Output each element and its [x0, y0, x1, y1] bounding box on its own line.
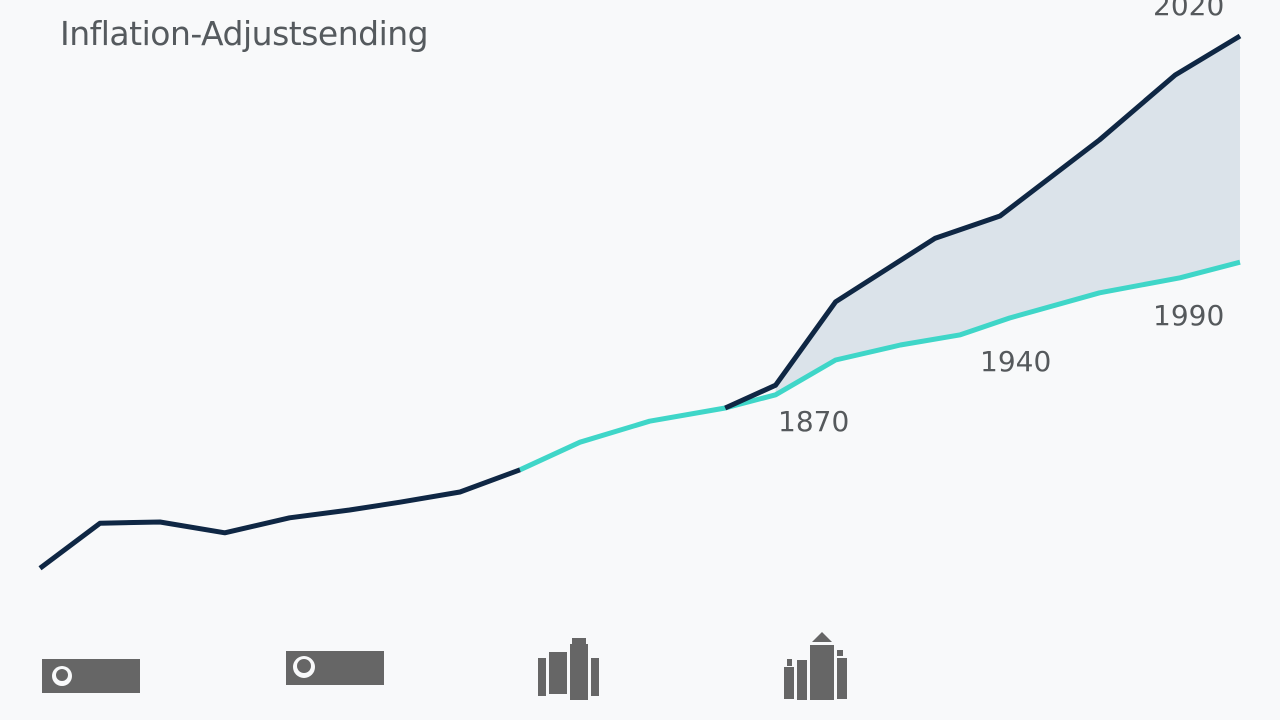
fill-between-area	[775, 36, 1240, 395]
annotation-1940: 1940	[980, 345, 1051, 378]
money-icon	[286, 651, 384, 685]
chart-title: Inflation-Adjustsending	[60, 14, 429, 53]
series-line-0	[38, 467, 521, 571]
annotation-2020: 2020	[1153, 0, 1224, 22]
annotation-1870: 1870	[778, 405, 849, 438]
series-line-2	[724, 33, 1242, 411]
city-buildings-icon	[784, 632, 847, 700]
money-icon	[42, 659, 140, 693]
bank-building-icon	[538, 638, 599, 700]
series-line-1	[518, 259, 1241, 473]
annotation-1990: 1990	[1153, 299, 1224, 332]
